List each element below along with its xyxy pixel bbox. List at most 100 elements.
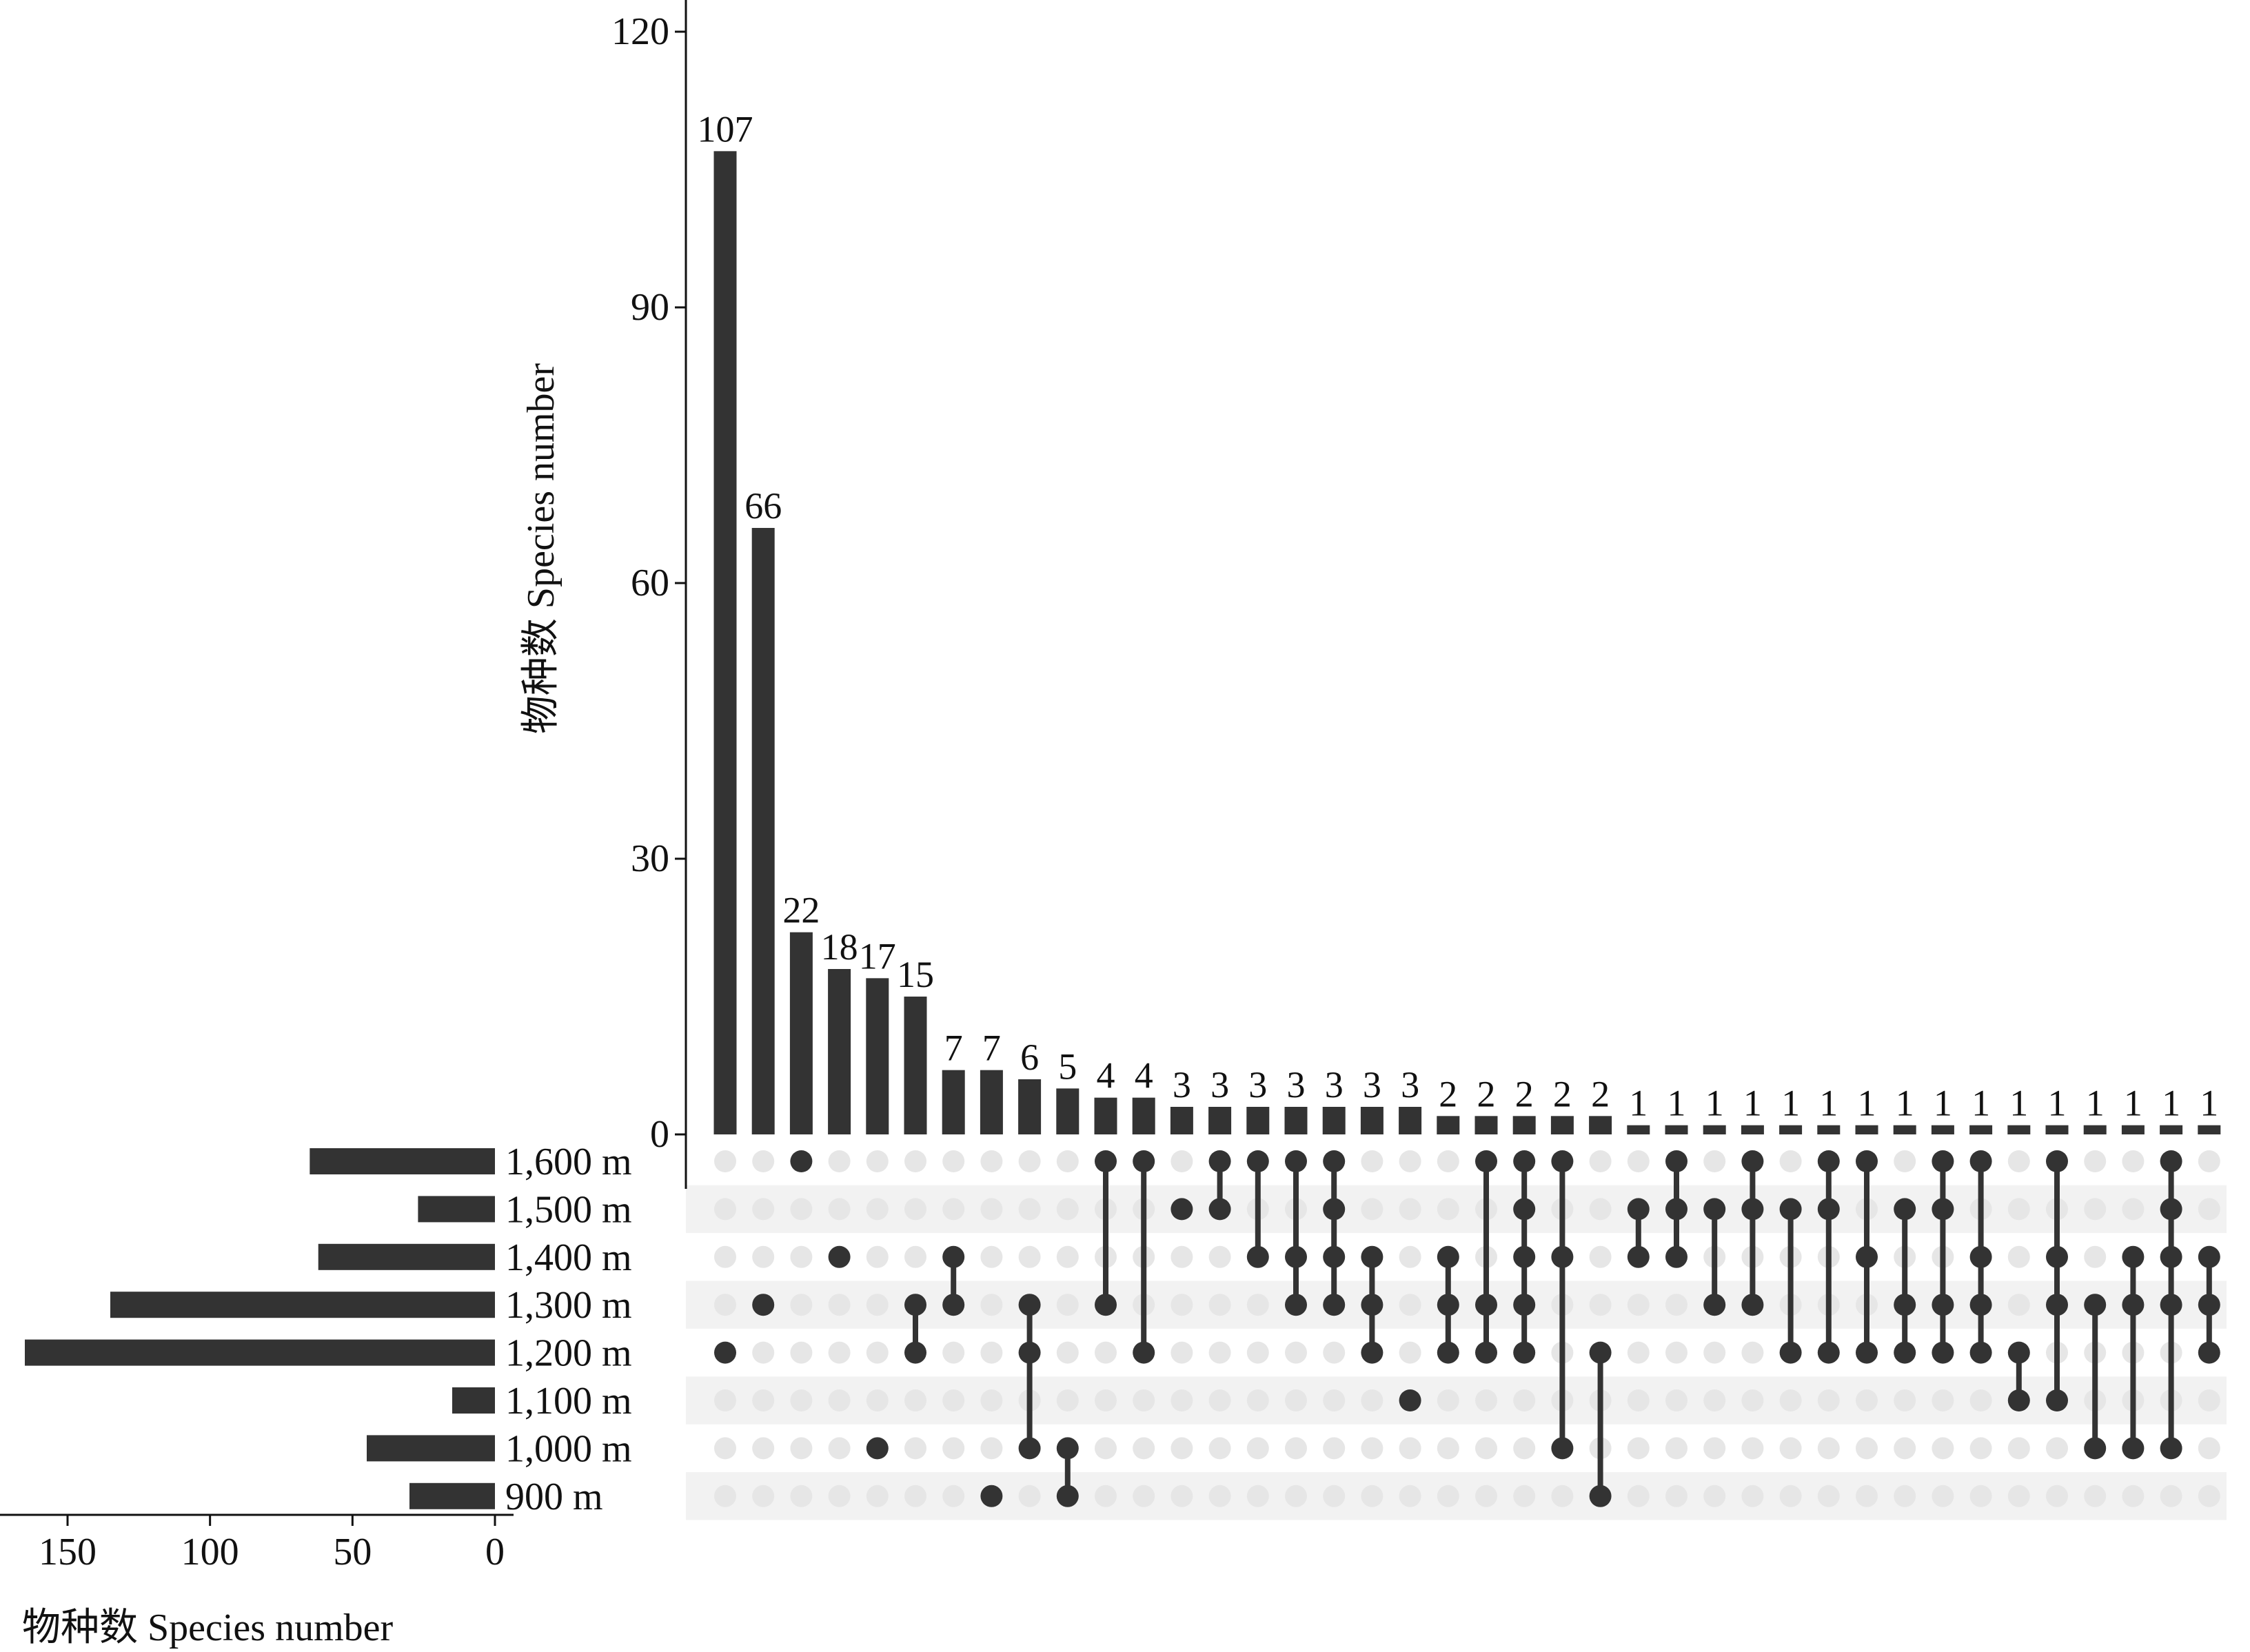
matrix-dot-off (714, 1485, 736, 1507)
matrix-dot-off (2122, 1150, 2145, 1172)
intersection-bar (1589, 1116, 1612, 1134)
axes (0, 0, 687, 1526)
matrix-dot-off (2046, 1437, 2068, 1460)
matrix-dot-off (1475, 1437, 1497, 1460)
matrix-dot-off (866, 1294, 889, 1316)
matrix-dot-off (2007, 1245, 2030, 1268)
bar-value-label: 4 (1135, 1055, 1153, 1097)
matrix-dot-off (790, 1294, 813, 1316)
matrix-dot-off (904, 1437, 926, 1460)
matrix-dot-off (1323, 1389, 1346, 1411)
matrix-dot-off (1285, 1437, 1307, 1460)
bar-value-label: 3 (1401, 1064, 1419, 1105)
set-size-tick-label: 100 (181, 1531, 239, 1573)
matrix-dot-off (942, 1389, 965, 1411)
matrix-dot-off (1018, 1245, 1041, 1268)
matrix-dot-off (1399, 1294, 1421, 1316)
matrix-dot-off (752, 1389, 775, 1411)
matrix-dot-on (1856, 1245, 1878, 1268)
matrix-dot-off (1513, 1437, 1536, 1460)
intersection-bar (904, 997, 927, 1134)
matrix-dot-on (904, 1341, 926, 1364)
matrix-dot-on (1437, 1294, 1459, 1316)
matrix-dot-off (2084, 1150, 2107, 1172)
matrix-dot-off (942, 1485, 965, 1507)
matrix-dot-off (942, 1198, 965, 1221)
matrix-dot-off (790, 1437, 813, 1460)
matrix-dot-off (1361, 1485, 1384, 1507)
bar-value-label: 1 (2086, 1083, 2105, 1124)
matrix-dot-on (1323, 1245, 1346, 1268)
matrix-dot-off (828, 1150, 851, 1172)
matrix-dot-off (1589, 1150, 1612, 1172)
matrix-dot-on (2160, 1150, 2182, 1172)
matrix-dot-on (1589, 1341, 1612, 1364)
matrix-dot-off (2084, 1245, 2107, 1268)
set-size-bar (452, 1387, 495, 1414)
matrix-dot-off (1399, 1245, 1421, 1268)
intersection-bar (1703, 1125, 1726, 1134)
matrix-dot-off (790, 1485, 813, 1507)
matrix-dot-on (1018, 1437, 1041, 1460)
matrix-dot-off (1399, 1485, 1421, 1507)
matrix-dot-off (1056, 1198, 1079, 1221)
matrix-dot-off (1399, 1437, 1421, 1460)
matrix-dot-off (1056, 1341, 1079, 1364)
matrix-dot-off (904, 1389, 926, 1411)
matrix-dot-off (942, 1150, 965, 1172)
matrix-dot-off (1969, 1485, 1992, 1507)
y-tick-label: 90 (631, 286, 669, 329)
matrix-dot-off (1741, 1341, 1764, 1364)
matrix-dot-on (2198, 1294, 2220, 1316)
intersection-bar (1474, 1116, 1498, 1134)
bar-value-label: 2 (1553, 1073, 1572, 1114)
matrix-dot-off (1170, 1437, 1193, 1460)
matrix-dot-off (1285, 1341, 1307, 1364)
matrix-dot-off (1095, 1485, 1117, 1507)
matrix-dot-off (828, 1198, 851, 1221)
matrix-dot-off (828, 1437, 851, 1460)
matrix-dot-off (980, 1198, 1003, 1221)
matrix-dot-off (1627, 1341, 1650, 1364)
matrix-dot-on (2198, 1245, 2220, 1268)
matrix-dot-off (1361, 1198, 1384, 1221)
matrix-dot-off (1361, 1389, 1384, 1411)
set-label: 1,500 m (505, 1188, 632, 1231)
matrix-dot-off (790, 1198, 813, 1221)
matrix-dot-on (1513, 1150, 1536, 1172)
matrix-dot-on (1475, 1341, 1497, 1364)
intersection-bar (751, 528, 775, 1134)
matrix-dot-off (752, 1341, 775, 1364)
matrix-dot-off (1399, 1198, 1421, 1221)
matrix-dot-off (790, 1389, 813, 1411)
intersection-bar (1170, 1107, 1193, 1134)
matrix-dot-on (2160, 1294, 2182, 1316)
matrix-dot-off (2007, 1437, 2030, 1460)
matrix-dot-off (752, 1437, 775, 1460)
matrix-dot-on (1856, 1341, 1878, 1364)
set-label: 1,600 m (505, 1141, 632, 1183)
matrix-dot-off (1170, 1389, 1193, 1411)
matrix-dot-off (1969, 1437, 1992, 1460)
matrix-dot-on (1475, 1150, 1497, 1172)
matrix-dot-on (1969, 1294, 1992, 1316)
bar-value-label: 1 (1629, 1083, 1648, 1124)
intersection-bar (1550, 1116, 1574, 1134)
matrix-dot-off (1741, 1485, 1764, 1507)
matrix-dot-on (1399, 1389, 1421, 1411)
matrix-dot-off (752, 1485, 775, 1507)
matrix-dot-off (1361, 1150, 1384, 1172)
bar-value-label: 1 (1781, 1083, 1800, 1124)
matrix-dot-on (1551, 1245, 1574, 1268)
matrix-dot-off (1246, 1389, 1269, 1411)
matrix-dot-on (1018, 1341, 1041, 1364)
matrix-dot-on (1894, 1198, 1916, 1221)
matrix-dot-off (1208, 1245, 1231, 1268)
matrix-dot-off (1475, 1485, 1497, 1507)
intersection-bar (828, 969, 851, 1134)
bar-value-label: 7 (944, 1028, 963, 1069)
set-size-bar (25, 1339, 495, 1366)
bar-value-label: 1 (2048, 1083, 2067, 1124)
set-size-bar (310, 1148, 495, 1174)
bar-value-label: 17 (859, 935, 896, 977)
